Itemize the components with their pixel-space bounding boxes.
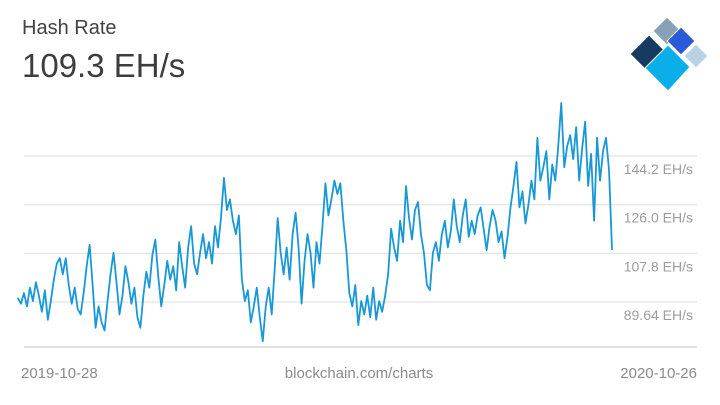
y-axis-tick-label: 107.8 EH/s <box>624 258 693 274</box>
x-axis-start-date: 2019-10-28 <box>21 365 98 382</box>
y-axis-tick-label: 89.64 EH/s <box>624 307 693 323</box>
y-axis-tick-label: 126.0 EH/s <box>624 210 693 226</box>
x-axis-footer: 2019-10-28 blockchain.com/charts 2020-10… <box>0 365 720 382</box>
current-hash-rate-value: 109.3 EH/s <box>22 47 186 84</box>
logo-blue-facet <box>666 26 696 56</box>
chart-header: Hash Rate 109.3 EH/s <box>22 17 185 85</box>
source-attribution: blockchain.com/charts <box>284 365 434 382</box>
x-axis-end-date: 2020-10-26 <box>620 365 697 382</box>
logo-cyan-facet <box>644 44 691 92</box>
logo-lightblue-facet <box>683 43 709 69</box>
hash-rate-series-line <box>17 102 613 343</box>
blockchain-logo <box>629 16 709 92</box>
y-axis-tick-label: 144.2 EH/s <box>624 161 693 177</box>
chart-title: Hash Rate <box>22 17 117 39</box>
